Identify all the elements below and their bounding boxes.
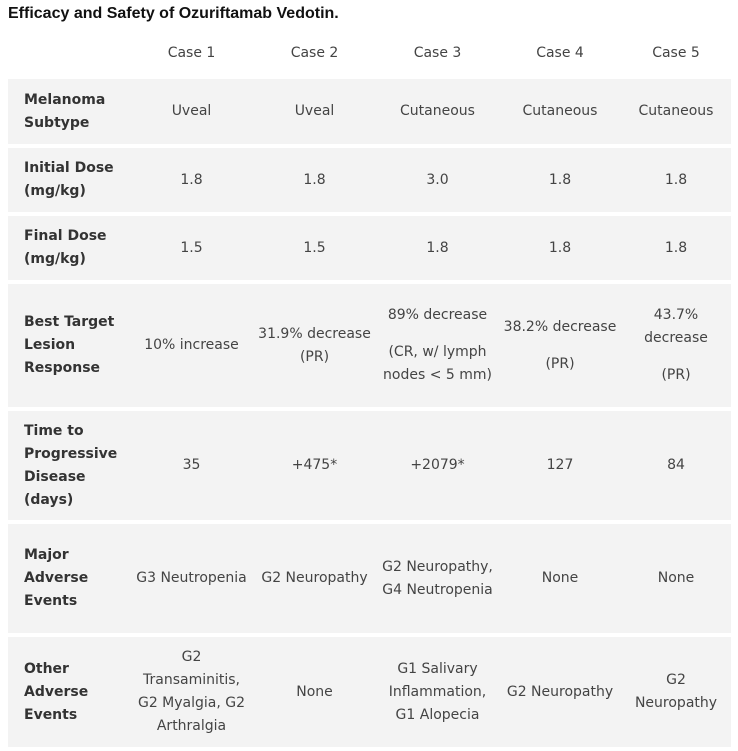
data-table: Case 1 Case 2 Case 3 Case 4 Case 5 Melanoma … <box>8 30 731 751</box>
cell-text: 1.8 <box>180 171 203 188</box>
row-label: Time to Progressive Disease (days) <box>8 409 130 524</box>
table-cell: 38.2% decrease (PR) <box>499 282 621 411</box>
table-cell: 1.8 <box>130 146 253 216</box>
table-row: Initial Dose (mg/kg) 1.8 1.8 3.0 1.8 1.8 <box>8 146 731 216</box>
table-cell: G2 Neuropathy <box>253 522 376 637</box>
cell-text: 1.5 <box>303 239 326 256</box>
cell-text: Uveal <box>171 103 212 119</box>
cell-text: 1.8 <box>548 239 572 256</box>
table-cell: None <box>621 522 731 637</box>
title: Efficacy and Safety of Ozuriftamab Vedot… <box>8 5 339 22</box>
table-cell: G3 Neutropenia <box>130 522 253 637</box>
table-cell: Uveal <box>130 79 253 148</box>
cell-text: 1.8 <box>548 171 572 188</box>
cell-text: 1.8 <box>664 239 688 256</box>
row-label: Major Adverse Events <box>8 522 130 637</box>
corner <box>8 30 130 79</box>
row-label: Other Adverse Events <box>8 635 130 751</box>
cell-text: +2079* <box>410 457 465 473</box>
row-label: Initial Dose (mg/kg) <box>8 146 130 216</box>
table-cell: 1.8 <box>376 214 499 284</box>
table-cell: 1.8 <box>499 214 621 284</box>
table-cell: 127 <box>499 409 621 524</box>
cell-text: None <box>541 570 579 586</box>
cell-text: None <box>657 570 695 586</box>
row-label: Final Dose (mg/kg) <box>8 214 130 284</box>
cell-text: 38.2% decrease <box>503 318 617 335</box>
cell-text: (PR) <box>545 355 575 372</box>
table-cell: G2 Neuropathy, G4 Neutropenia <box>376 522 499 637</box>
table-cell: G2 Neuropathy <box>499 635 621 751</box>
cell-text: None <box>296 683 333 700</box>
table-cell: 10% increase <box>130 282 253 411</box>
table-cell: None <box>499 522 621 637</box>
row-label: Melanoma Subtype <box>8 79 130 148</box>
table-cell: Uveal <box>253 79 376 148</box>
column-header: Case 4 <box>536 45 584 61</box>
column-header: Case 1 <box>167 45 216 61</box>
table-cell: 1.5 <box>130 214 253 284</box>
table-cell: 31.9% decrease (PR) <box>253 282 376 411</box>
table-cell: 1.8 <box>253 146 376 216</box>
table-cell: 35 <box>130 409 253 524</box>
cell-text: G2 Neuropathy <box>634 672 718 711</box>
cell-text: Cutaneous <box>638 103 714 119</box>
cell-text: 43.7% decrease <box>644 307 708 346</box>
table-cell: Cutaneous <box>376 79 499 148</box>
cell-text: Uveal <box>294 103 335 119</box>
cell-text: 10% increase <box>144 337 239 353</box>
cell-text: G2 Neuropathy, G4 Neutropenia <box>382 558 493 598</box>
cell-text: 1.5 <box>180 239 203 256</box>
cell-text: 89% decrease <box>387 307 488 323</box>
table-row: Best Target Lesion Response 10% increase 3… <box>8 282 731 411</box>
cell-text: 127 <box>546 457 574 473</box>
table-cell: Cutaneous <box>621 79 731 148</box>
table-row: Other Adverse Events G2 Transaminitis, G2… <box>8 635 731 751</box>
column-header: Case 3 <box>413 45 462 61</box>
cell-text: 84 <box>667 457 685 473</box>
cell-text: 1.8 <box>664 171 688 188</box>
table-cell: 1.8 <box>621 214 731 284</box>
table-cell: 1.8 <box>621 146 731 216</box>
cell-text: 3.0 <box>426 171 449 188</box>
cell-text: Cutaneous <box>522 103 598 119</box>
table-cell: None <box>253 635 376 751</box>
table-cell: +475* <box>253 409 376 524</box>
cell-text: 1.8 <box>426 239 449 256</box>
table-cell: +2079* <box>376 409 499 524</box>
table-cell: 43.7% decrease (PR) <box>621 282 731 411</box>
table-cell: 1.5 <box>253 214 376 284</box>
table-row: Time to Progressive Disease (days) 35 +475… <box>8 409 731 524</box>
table-cell: G2 Transaminitis, G2 Myalgia, G2 Arthral… <box>130 635 253 751</box>
table-row: Melanoma Subtype Uveal Uveal Cutaneous Cutan… <box>8 79 731 148</box>
table-cell: 3.0 <box>376 146 499 216</box>
column-header: Case 5 <box>652 45 700 61</box>
cell-text: G3 Neutropenia <box>136 570 247 586</box>
table-row: Major Adverse Events G3 Neutropenia G2 Neu… <box>8 522 731 637</box>
table-cell: G2 Neuropathy <box>621 635 731 751</box>
cell-text: 31.9% decrease (PR) <box>258 325 371 365</box>
cell-text: (PR) <box>661 367 691 383</box>
cell-text: Cutaneous <box>400 103 475 119</box>
cell-text: 1.8 <box>303 171 326 188</box>
header-row: Case 1 Case 2 Case 3 Case 4 Case 5 <box>8 30 731 79</box>
table-cell: G1 Salivary Inflammation, G1 Alopecia <box>376 635 499 751</box>
table-cell: Cutaneous <box>499 79 621 148</box>
table-row: Final Dose (mg/kg) 1.5 1.5 1.8 1.8 1.8 <box>8 214 731 284</box>
table-cell: 89% decrease (CR, w/ lymph nodes < 5 mm) <box>376 282 499 411</box>
row-label: Best Target Lesion Response <box>8 282 130 411</box>
cell-text: G2 Neuropathy <box>506 683 614 700</box>
cell-text: +475* <box>291 457 338 473</box>
cell-text: G2 Neuropathy <box>261 570 368 586</box>
cell-text: (CR, w/ lymph nodes < 5 mm) <box>383 344 492 383</box>
table-cell: 1.8 <box>499 146 621 216</box>
table-cell: 84 <box>621 409 731 524</box>
column-header: Case 2 <box>290 45 339 61</box>
cell-text: 35 <box>182 457 201 473</box>
cell-text: G1 Salivary Inflammation, G1 Alopecia <box>388 660 487 723</box>
cell-text: G2 Transaminitis, G2 Myalgia, G2 Arthral… <box>137 649 246 734</box>
